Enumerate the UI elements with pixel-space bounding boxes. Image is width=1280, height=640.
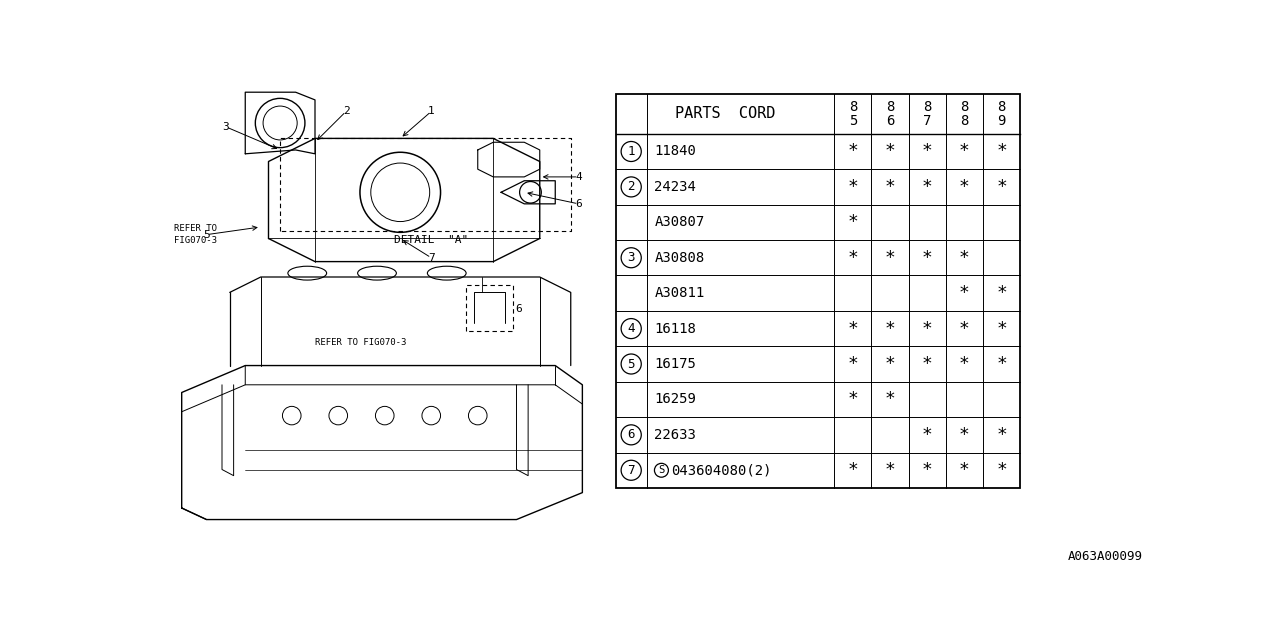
Text: *: *: [847, 249, 859, 267]
Text: *: *: [996, 426, 1007, 444]
Text: *: *: [847, 355, 859, 373]
Text: *: *: [922, 426, 933, 444]
Text: *: *: [959, 426, 970, 444]
Text: *: *: [922, 178, 933, 196]
Text: *: *: [996, 319, 1007, 337]
Text: *: *: [884, 178, 896, 196]
Text: REFER TO
FIG070-3: REFER TO FIG070-3: [174, 224, 216, 245]
Text: *: *: [959, 461, 970, 479]
Text: *: *: [996, 355, 1007, 373]
Text: *: *: [847, 178, 859, 196]
Text: *: *: [959, 355, 970, 373]
Text: *: *: [884, 390, 896, 408]
Text: 3: 3: [223, 122, 229, 132]
Text: *: *: [922, 319, 933, 337]
Text: 2: 2: [627, 180, 635, 193]
Text: 1: 1: [428, 106, 435, 116]
Text: 4: 4: [627, 322, 635, 335]
Text: 8: 8: [960, 114, 969, 128]
Text: 8: 8: [960, 100, 969, 114]
Text: 043604080(2): 043604080(2): [671, 463, 772, 477]
Text: *: *: [996, 461, 1007, 479]
Text: *: *: [847, 213, 859, 231]
Text: *: *: [959, 143, 970, 161]
Text: *: *: [959, 319, 970, 337]
Text: A30808: A30808: [654, 251, 705, 265]
Text: 5: 5: [204, 230, 210, 239]
Text: *: *: [922, 249, 933, 267]
Text: *: *: [996, 284, 1007, 302]
Text: DETAIL  "A": DETAIL "A": [394, 235, 468, 244]
Text: *: *: [884, 461, 896, 479]
Text: 7: 7: [627, 464, 635, 477]
Text: 6: 6: [627, 428, 635, 442]
Text: *: *: [959, 249, 970, 267]
Text: 4: 4: [575, 172, 582, 182]
Text: A063A00099: A063A00099: [1068, 550, 1143, 563]
Text: 3: 3: [627, 252, 635, 264]
Text: A30807: A30807: [654, 215, 705, 229]
Text: REFER TO FIG070-3: REFER TO FIG070-3: [315, 338, 406, 347]
Text: *: *: [847, 461, 859, 479]
Text: PARTS  CORD: PARTS CORD: [675, 106, 776, 121]
Text: 8: 8: [849, 100, 858, 114]
Text: 5: 5: [849, 114, 858, 128]
Text: *: *: [922, 143, 933, 161]
Text: *: *: [996, 143, 1007, 161]
Text: *: *: [996, 178, 1007, 196]
Text: 8: 8: [997, 100, 1006, 114]
Text: 1: 1: [627, 145, 635, 158]
Text: *: *: [922, 461, 933, 479]
Text: 6: 6: [886, 114, 895, 128]
Text: A30811: A30811: [654, 286, 705, 300]
Bar: [616, 93, 1020, 488]
Text: *: *: [884, 355, 896, 373]
Text: 5: 5: [627, 358, 635, 371]
Text: 6: 6: [515, 305, 522, 314]
Text: 7: 7: [923, 114, 932, 128]
Text: 2: 2: [343, 106, 349, 116]
Text: *: *: [959, 284, 970, 302]
Text: *: *: [884, 143, 896, 161]
Text: 8: 8: [923, 100, 932, 114]
Text: S: S: [658, 465, 664, 476]
Text: 8: 8: [886, 100, 895, 114]
Text: 16118: 16118: [654, 321, 696, 335]
Text: *: *: [922, 355, 933, 373]
Text: *: *: [847, 319, 859, 337]
Text: 6: 6: [575, 199, 582, 209]
Text: 9: 9: [997, 114, 1006, 128]
Text: *: *: [959, 178, 970, 196]
Text: 24234: 24234: [654, 180, 696, 194]
Text: 11840: 11840: [654, 145, 696, 159]
Text: *: *: [847, 390, 859, 408]
Text: *: *: [884, 319, 896, 337]
Text: *: *: [847, 143, 859, 161]
Text: 7: 7: [428, 253, 435, 263]
Text: 22633: 22633: [654, 428, 696, 442]
Text: 16175: 16175: [654, 357, 696, 371]
Text: *: *: [884, 249, 896, 267]
Text: 16259: 16259: [654, 392, 696, 406]
